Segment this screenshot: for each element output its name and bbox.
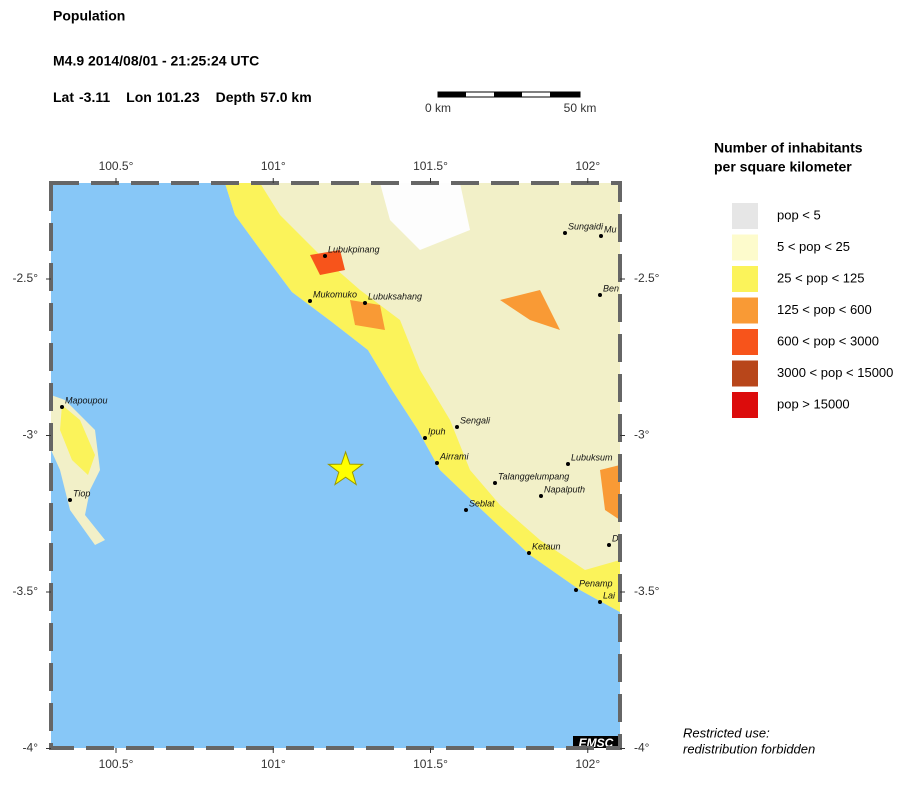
place-dot [527, 551, 531, 555]
lat-tick-label: -3° [23, 428, 39, 442]
place-dot [598, 293, 602, 297]
place-dot [60, 405, 64, 409]
epicenter [327, 450, 365, 486]
place-dot [598, 600, 602, 604]
location-part: -3.11 [79, 89, 110, 105]
lon-tick-label: 102° [575, 159, 600, 173]
lat-tick-label: -3.5° [634, 584, 660, 598]
lon-tick-label: 101° [261, 757, 286, 771]
legend-swatch [732, 203, 758, 229]
lon-tick-label: 102° [575, 757, 600, 771]
place-label: Seblat [469, 498, 495, 508]
place-label: Mu [604, 224, 617, 234]
event: M4.9 2014/08/01 - 21:25:24 UTC [53, 53, 259, 69]
place-dot [323, 254, 327, 258]
place-dot [455, 425, 459, 429]
place-dot [68, 498, 72, 502]
title: Population [53, 8, 125, 24]
legend-label: pop < 5 [777, 207, 821, 222]
place-dot [566, 462, 570, 466]
location-part: 101.23 [157, 89, 200, 105]
place-dot [435, 461, 439, 465]
place-label: Sungaidi [568, 221, 604, 231]
legend-swatch [732, 297, 758, 324]
place-dot [574, 588, 578, 592]
legend-swatch [732, 266, 758, 292]
footer: Restricted use: [683, 725, 770, 740]
location-part: Lon [126, 89, 152, 105]
legend-label: pop > 15000 [777, 396, 850, 411]
legend-swatch [732, 329, 758, 355]
ticks: 100.5° 100.5° 101° 101° 101.5° 101.5° 102° 102°… [13, 159, 660, 771]
place-label: Ipuh [428, 426, 446, 436]
location-part: 57.0 km [260, 89, 311, 105]
lon-tick-label: 101.5° [413, 757, 448, 771]
lat-tick-label: -2.5° [634, 271, 660, 285]
lon-tick-label: 101.5° [413, 159, 448, 173]
lon-tick-label: 101° [261, 159, 286, 173]
legend-label: 125 < pop < 600 [777, 302, 872, 317]
place-label: D [612, 533, 619, 543]
place-label: Mukomuko [313, 289, 357, 299]
legend-title: per square kilometer [714, 159, 852, 175]
place-label: Sengali [460, 415, 491, 425]
place-dot [464, 508, 468, 512]
legend: Number of inhabitants per square kilomet… [714, 140, 893, 418]
place-dot [423, 436, 427, 440]
footer: redistribution forbidden [683, 741, 815, 756]
lat-tick-label: -4° [23, 741, 39, 755]
location: Lat -3.11 Lon 101.23 Depth 57.0 km [53, 89, 312, 105]
legend-swatch [732, 360, 758, 387]
location-part: Depth [216, 89, 256, 105]
lon-tick-label: 100.5° [99, 757, 134, 771]
legend-swatch [732, 392, 758, 418]
scale-start: 0 km [425, 101, 451, 115]
place-label: Lubuksum [571, 452, 613, 462]
place-label: Penamp [579, 578, 613, 588]
legend-swatch [732, 234, 758, 261]
scale-end: 50 km [564, 101, 597, 115]
legend-title: Number of inhabitants [714, 140, 863, 156]
place-label: Lubukpinang [328, 244, 380, 254]
place-dot [599, 234, 603, 238]
place-dot [563, 231, 567, 235]
lat-tick-label: -2.5° [13, 271, 39, 285]
badge: EMSC [579, 736, 614, 750]
place-label: Napalputh [544, 484, 585, 494]
place-dot [493, 481, 497, 485]
location-part: Lat [53, 89, 74, 105]
place-dot [539, 494, 543, 498]
map: Lubukpinang Mukomuko Lubuksahang Sungaidi Mu… [51, 183, 620, 750]
place-label: Ben [603, 283, 619, 293]
place-label: Ketaun [532, 541, 561, 551]
place-label: Tiop [73, 488, 90, 498]
legend-label: 5 < pop < 25 [777, 239, 850, 254]
place-label: Talanggelumpang [498, 471, 569, 481]
place-label: Airrami [439, 451, 469, 461]
place-label: Mapoupou [65, 395, 108, 405]
lat-tick-label: -3° [634, 428, 650, 442]
location-text: Lat -3.11 Lon 101.23 Depth 57.0 km [53, 89, 312, 105]
lon-tick-label: 100.5° [99, 159, 134, 173]
scale-bar: 0 km 50 km [425, 91, 597, 115]
place-dot [363, 301, 367, 305]
place-dot [607, 543, 611, 547]
place-label: Lai [603, 590, 616, 600]
legend-label: 600 < pop < 3000 [777, 333, 879, 348]
place-dot [308, 299, 312, 303]
legend-label: 25 < pop < 125 [777, 270, 864, 285]
place-label: Lubuksahang [368, 291, 422, 301]
lat-tick-label: -4° [634, 741, 650, 755]
lat-tick-label: -3.5° [13, 584, 39, 598]
legend-label: 3000 < pop < 15000 [777, 365, 893, 380]
